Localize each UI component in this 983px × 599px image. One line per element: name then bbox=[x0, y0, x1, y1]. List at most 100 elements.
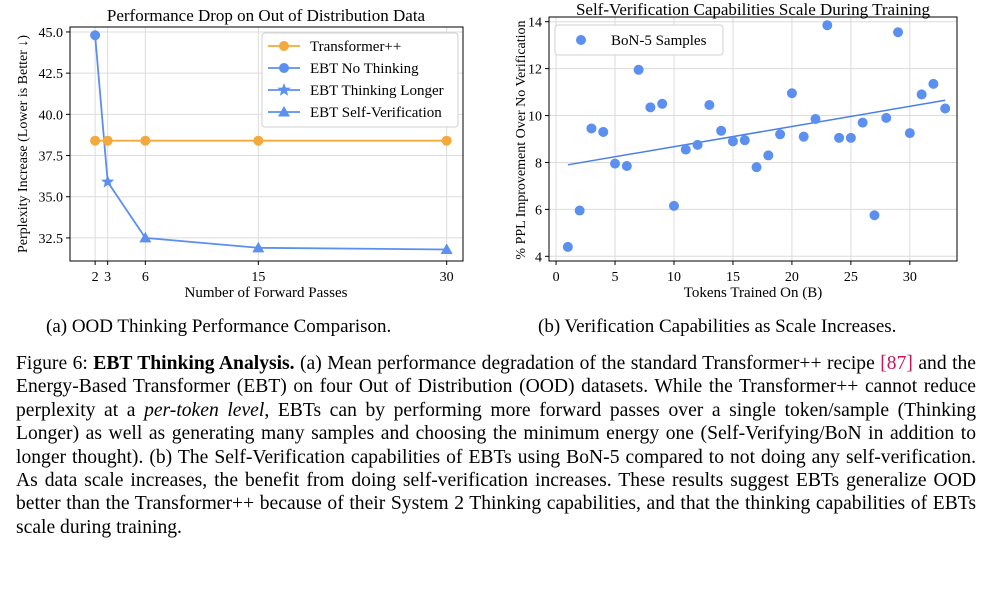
legend-marker bbox=[279, 63, 289, 73]
legend-marker bbox=[278, 106, 290, 117]
caption-label: Figure 6: bbox=[16, 353, 88, 374]
point-bon-5 bbox=[574, 205, 585, 216]
point-bon-5 bbox=[704, 99, 715, 110]
point-bon-5 bbox=[751, 162, 762, 173]
figure-caption: Figure 6: EBT Thinking Analysis. (a) Mea… bbox=[16, 352, 976, 539]
caption-text-1: (a) Mean performance degradation of the … bbox=[300, 353, 875, 374]
chart-a-title: Performance Drop on Out of Distribution … bbox=[107, 6, 426, 25]
chart-b-xtick-label: 0 bbox=[553, 270, 560, 285]
point-ebt-self-verification bbox=[440, 243, 453, 254]
point-transformer bbox=[253, 135, 264, 146]
point-bon-5 bbox=[928, 78, 939, 89]
point-bon-5 bbox=[786, 88, 797, 99]
chart-b-ytick-label: 10 bbox=[528, 110, 542, 125]
point-transformer bbox=[90, 135, 101, 146]
point-bon-5 bbox=[692, 139, 703, 150]
caption-italic: per-token level bbox=[144, 399, 265, 421]
legend-label: EBT Self-Verification bbox=[310, 105, 442, 121]
chart-a-ytick-label: 42.5 bbox=[39, 67, 64, 82]
point-bon-5 bbox=[940, 103, 951, 114]
point-bon-5 bbox=[598, 126, 609, 137]
point-bon-5 bbox=[716, 125, 727, 136]
chart-b-ytick-label: 6 bbox=[535, 203, 542, 218]
point-bon-5 bbox=[834, 132, 845, 143]
chart-b-frame bbox=[548, 16, 958, 262]
chart-b-ytick-label: 4 bbox=[535, 250, 542, 265]
chart-b-xtick-label: 10 bbox=[667, 270, 681, 285]
chart-a-ytick-label: 37.5 bbox=[39, 150, 64, 165]
chart-self-verification: Self-Verification Capabilities Scale Dur… bbox=[514, 0, 958, 301]
point-bon-5 bbox=[893, 27, 904, 38]
chart-a-frame bbox=[69, 26, 464, 262]
point-bon-5 bbox=[857, 117, 868, 128]
point-bon-5 bbox=[881, 112, 892, 123]
point-bon-5 bbox=[668, 200, 679, 211]
point-bon-5 bbox=[657, 98, 668, 109]
point-ebt-no-thinking bbox=[90, 30, 101, 41]
legend-marker bbox=[279, 41, 289, 51]
legend-label: EBT No Thinking bbox=[310, 61, 419, 77]
point-bon-5 bbox=[916, 89, 927, 100]
chart-b-ytick-label: 8 bbox=[535, 156, 542, 171]
chart-b-ytick-label: 14 bbox=[528, 16, 542, 31]
chart-a-ytick-label: 45.0 bbox=[39, 26, 64, 41]
legend-marker bbox=[277, 83, 291, 96]
legend-label: EBT Thinking Longer bbox=[310, 83, 444, 99]
chart-a-xtick-label: 30 bbox=[440, 270, 454, 285]
chart-b-xtick-label: 15 bbox=[726, 270, 740, 285]
point-transformer bbox=[140, 135, 151, 146]
point-bon-5 bbox=[763, 150, 774, 161]
chart-a-xtick-label: 3 bbox=[104, 270, 111, 285]
point-bon-5 bbox=[586, 123, 597, 134]
point-bon-5 bbox=[845, 132, 856, 143]
point-bon-5 bbox=[775, 129, 786, 140]
legend-label: BoN-5 Samples bbox=[611, 33, 707, 49]
chart-b-xtick-label: 30 bbox=[903, 270, 917, 285]
point-bon-5 bbox=[810, 114, 821, 125]
point-ebt-self-verification bbox=[139, 231, 152, 243]
point-bon-5 bbox=[633, 64, 644, 75]
chart-b-ytick-label: 12 bbox=[528, 63, 542, 78]
caption-text-3: , EBTs can by performing more forward pa… bbox=[16, 399, 977, 538]
point-bon-5 bbox=[621, 160, 632, 171]
caption-text-2: and the Energy-Based Transformer (EBT) o… bbox=[16, 353, 977, 421]
point-ebt-thinking-longer bbox=[101, 174, 115, 188]
chart-b-title: Self-Verification Capabilities Scale Dur… bbox=[576, 0, 931, 19]
point-bon-5 bbox=[610, 158, 621, 169]
point-bon-5 bbox=[562, 241, 573, 252]
chart-b-xtick-label: 25 bbox=[844, 270, 858, 285]
chart-a-xtick-label: 6 bbox=[142, 270, 149, 285]
chart-b-xtick-label: 20 bbox=[785, 270, 799, 285]
trend-line bbox=[567, 99, 946, 166]
chart-b-legend: BoN-5 Samples bbox=[554, 24, 724, 56]
chart-a-ytick-label: 35.0 bbox=[39, 191, 64, 206]
legend-marker bbox=[576, 35, 586, 45]
chart-b-ylabel: % PPL Improvement Over No Verification bbox=[514, 20, 529, 259]
chart-a-xtick-label: 2 bbox=[92, 270, 99, 285]
point-bon-5 bbox=[798, 131, 809, 142]
chart-a-ylabel: Perplexity Increase (Lower is Better ↓) bbox=[16, 35, 31, 253]
chart-a-ytick-label: 40.0 bbox=[39, 108, 64, 123]
chart-a-xtick-label: 15 bbox=[251, 270, 265, 285]
caption-title: EBT Thinking Analysis. bbox=[93, 353, 295, 374]
chart-b-xlabel: Tokens Trained On (B) bbox=[684, 285, 823, 301]
chart-a-ytick-label: 32.5 bbox=[39, 232, 64, 247]
point-bon-5 bbox=[727, 136, 738, 147]
point-bon-5 bbox=[680, 144, 691, 155]
chart-a-legend: Transformer++ EBT No Thinking EBT Thinking… bbox=[261, 32, 459, 128]
chart-a-xlabel: Number of Forward Passes bbox=[185, 285, 348, 301]
legend-label: Transformer++ bbox=[310, 39, 401, 55]
point-ebt-self-verification bbox=[252, 241, 265, 253]
citation-link[interactable]: [87] bbox=[880, 353, 913, 374]
point-transformer bbox=[441, 135, 452, 146]
point-bon-5 bbox=[869, 210, 880, 221]
point-bon-5 bbox=[904, 128, 915, 139]
chart-ood-performance: Performance Drop on Out of Distribution … bbox=[16, 6, 464, 301]
subcaption-b: (b) Verification Capabilities as Scale I… bbox=[538, 316, 897, 337]
subcaption-a: (a) OOD Thinking Performance Comparison. bbox=[46, 316, 392, 337]
point-bon-5 bbox=[739, 135, 750, 146]
point-bon-5 bbox=[822, 20, 833, 31]
point-bon-5 bbox=[645, 102, 656, 113]
point-transformer bbox=[102, 135, 113, 146]
chart-b-xtick-label: 5 bbox=[612, 270, 619, 285]
